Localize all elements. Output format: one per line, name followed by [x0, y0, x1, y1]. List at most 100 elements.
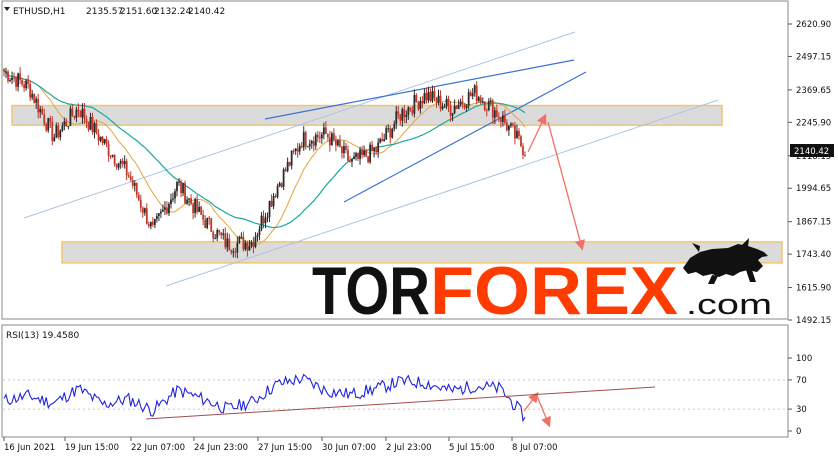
candle-body	[272, 196, 275, 207]
candle-body	[33, 93, 36, 103]
candle-body	[355, 153, 357, 157]
candle-body	[481, 101, 484, 103]
candle-body	[37, 98, 40, 113]
candle-body	[214, 238, 217, 240]
candle-body	[180, 181, 182, 194]
candlesticks	[3, 67, 526, 259]
time-axis: 16 Jun 2021 19 Jun 15:00 22 Jun 07:00 24 Ju…	[3, 437, 558, 453]
candle-body	[111, 155, 114, 157]
candle-body	[493, 110, 496, 118]
candle-body	[475, 85, 478, 101]
price-tick-label: 2245.90	[796, 118, 831, 128]
candle-body	[403, 109, 406, 117]
candle-body	[19, 73, 21, 81]
candle-body	[145, 208, 148, 225]
candle-body	[234, 251, 237, 253]
wedge-upper-line	[264, 59, 575, 120]
candle-body	[204, 219, 207, 229]
candle-body	[471, 93, 474, 97]
candle-body	[91, 116, 94, 133]
candle-body	[232, 251, 235, 253]
candle-body	[461, 101, 464, 104]
candle-body	[43, 114, 46, 125]
rsi-tick-label: 100	[796, 354, 812, 364]
price-tick-label: 1492.15	[796, 316, 831, 326]
candle-body	[242, 236, 245, 250]
candle-body	[463, 103, 466, 108]
candle-body	[349, 160, 351, 162]
candle-body	[256, 234, 259, 238]
ma-slow-line	[4, 70, 526, 229]
candle-body	[121, 161, 124, 165]
candle-body	[99, 136, 102, 141]
price-tick-label: 1615.90	[796, 284, 831, 294]
candle-body	[405, 114, 408, 117]
candle-body	[73, 116, 76, 118]
candle-body	[59, 130, 62, 138]
candle-body	[431, 91, 434, 102]
candle-body	[347, 149, 349, 161]
candle-body	[501, 115, 504, 122]
candle-body	[385, 128, 388, 140]
candle-body	[172, 198, 174, 200]
candle-body	[141, 207, 144, 213]
current-price-tag-bg	[790, 144, 834, 157]
candle-body	[455, 105, 458, 109]
candle-body	[254, 237, 257, 247]
candle-body	[224, 233, 227, 248]
candle-body	[252, 242, 255, 247]
dropdown-triangle-icon[interactable]	[4, 7, 10, 11]
candle-body	[162, 209, 164, 212]
candle-body	[113, 155, 116, 165]
candle-body	[5, 71, 7, 73]
candle-body	[395, 111, 398, 124]
candle-body	[335, 139, 337, 146]
candle-body	[35, 98, 38, 103]
candle-body	[250, 242, 253, 247]
candle-body	[240, 236, 243, 238]
candle-body	[495, 110, 498, 117]
candle-body	[280, 183, 283, 187]
candle-body	[489, 100, 492, 102]
rsi-trendline	[145, 386, 656, 420]
candle-body	[97, 133, 100, 141]
candle-body	[429, 92, 432, 102]
torforex-watermark: TOR FOREX .com	[312, 238, 772, 329]
candle-body	[284, 169, 287, 172]
candle-body	[409, 107, 412, 110]
candle-body	[155, 215, 158, 219]
candle-body	[190, 198, 192, 204]
candle-body	[230, 250, 233, 253]
candle-body	[117, 163, 120, 168]
candle-body	[326, 134, 329, 138]
candle-body	[246, 242, 249, 251]
current-price-tag: 2140.42	[794, 147, 829, 157]
candle-body	[479, 97, 482, 103]
arrow-target-down	[547, 121, 585, 251]
rsi-panel-frame	[1, 324, 789, 438]
candle-body	[178, 181, 180, 183]
candle-body	[435, 97, 438, 103]
candle-body	[423, 93, 426, 104]
candle-body	[302, 132, 305, 148]
candle-body	[379, 138, 382, 143]
candle-body	[300, 146, 303, 148]
price-tick-label: 2369.65	[796, 86, 831, 96]
candle-body	[123, 161, 126, 165]
candle-body	[79, 111, 82, 118]
candle-body	[210, 218, 213, 232]
candle-body	[365, 150, 367, 157]
candle-body	[115, 164, 118, 168]
candle-body	[443, 106, 446, 108]
candle-body	[274, 196, 277, 198]
candle-body	[188, 198, 190, 200]
candle-body	[244, 242, 247, 250]
candle-body	[133, 183, 136, 186]
candle-body	[51, 121, 54, 142]
candle-body	[11, 77, 13, 80]
candle-body	[216, 230, 219, 239]
candle-body	[238, 237, 241, 243]
candle-body	[453, 105, 456, 114]
candle-body	[147, 224, 150, 227]
candle-body	[151, 221, 154, 225]
